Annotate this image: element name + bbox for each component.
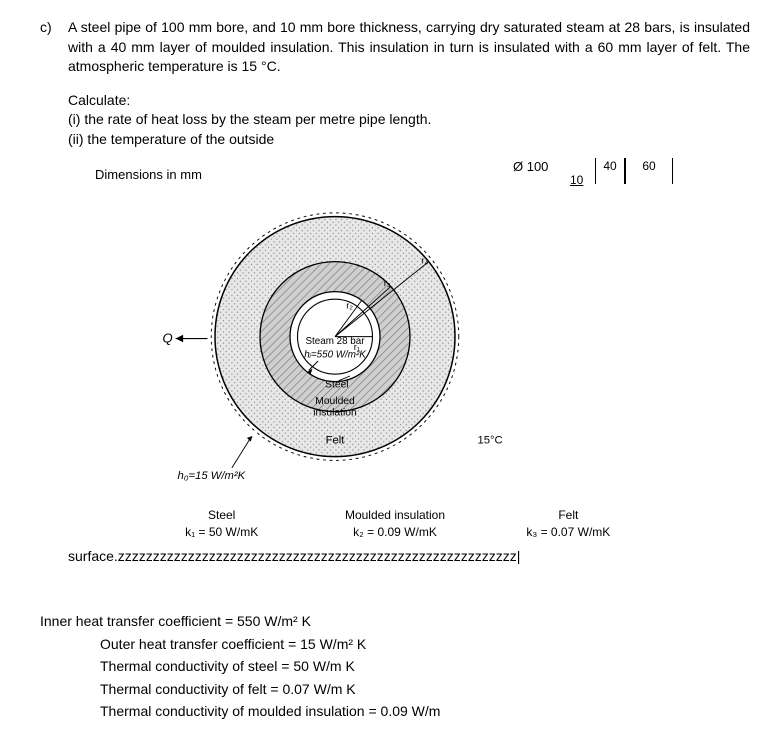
given-data-block: Inner heat transfer coefficient = 550 W/… bbox=[40, 610, 750, 722]
dimension-callouts: Ø 100 40 60 10 bbox=[435, 158, 695, 194]
mat-felt: Felt k₃ = 0.07 W/mK bbox=[482, 507, 655, 541]
q-label: Q bbox=[163, 330, 173, 345]
given-k-felt: Thermal conductivity of felt = 0.07 W/m … bbox=[100, 678, 750, 700]
given-ho: Outer heat transfer coefficient = 15 W/m… bbox=[100, 633, 750, 655]
mat-felt-k: k₃ = 0.07 W/mK bbox=[482, 524, 655, 541]
mat-steel-name: Steel bbox=[135, 507, 308, 524]
dim-steel-thickness: 10 bbox=[570, 172, 583, 189]
dim-felt-thickness: 60 bbox=[625, 158, 673, 184]
task-ii: (ii) the temperature of the outside bbox=[68, 130, 750, 150]
r2-label: r₂ bbox=[346, 300, 353, 310]
given-k-mould: Thermal conductivity of moulded insulati… bbox=[100, 700, 750, 722]
task-i: (i) the rate of heat loss by the steam p… bbox=[68, 110, 750, 130]
mat-mould-name: Moulded insulation bbox=[308, 507, 481, 524]
problem-label: c) bbox=[40, 18, 68, 77]
moulded-callout-2: insulation bbox=[313, 407, 357, 418]
felt-callout: Felt bbox=[326, 434, 346, 446]
mat-felt-name: Felt bbox=[482, 507, 655, 524]
t-atm-label: 15°C bbox=[478, 434, 503, 446]
mat-steel: Steel k₁ = 50 W/mK bbox=[135, 507, 308, 541]
surface-z-line: surface.zzzzzzzzzzzzzzzzzzzzzzzzzzzzzzzz… bbox=[68, 547, 750, 567]
problem-statement: A steel pipe of 100 mm bore, and 10 mm b… bbox=[68, 18, 750, 77]
diagram: Dimensions in mm Ø 100 40 60 10 bbox=[95, 158, 695, 541]
steam-label: Steam 28 bar bbox=[305, 336, 365, 347]
bore-diameter: Ø 100 bbox=[513, 158, 548, 176]
steel-callout: Steel bbox=[325, 379, 348, 390]
materials-row: Steel k₁ = 50 W/mK Moulded insulation k₂… bbox=[95, 507, 695, 541]
dim-mould-thickness: 40 bbox=[595, 158, 625, 184]
given-hi: Inner heat transfer coefficient = 550 W/… bbox=[40, 610, 750, 632]
mat-steel-k: k₁ = 50 W/mK bbox=[135, 524, 308, 541]
pipe-cross-section-svg: r₁ r₂ r₃ r₄ Steam 28 bar hᵢ=550 W/m²K St… bbox=[95, 196, 575, 496]
moulded-callout-1: Moulded bbox=[315, 396, 355, 407]
h0-label: h₀=15 W/m²K bbox=[178, 470, 246, 482]
r3-label: r₃ bbox=[384, 278, 391, 288]
r4-label: r₄ bbox=[421, 255, 428, 265]
dimension-header: Dimensions in mm Ø 100 40 60 10 bbox=[95, 158, 695, 194]
calculate-lead: Calculate: bbox=[68, 91, 750, 111]
dimensions-lead: Dimensions in mm bbox=[95, 166, 202, 184]
mat-mould-k: k₂ = 0.09 W/mK bbox=[308, 524, 481, 541]
given-k-steel: Thermal conductivity of steel = 50 W/m K bbox=[100, 655, 750, 677]
hi-label: hᵢ=550 W/m²K bbox=[304, 349, 366, 360]
mat-moulded: Moulded insulation k₂ = 0.09 W/mK bbox=[308, 507, 481, 541]
